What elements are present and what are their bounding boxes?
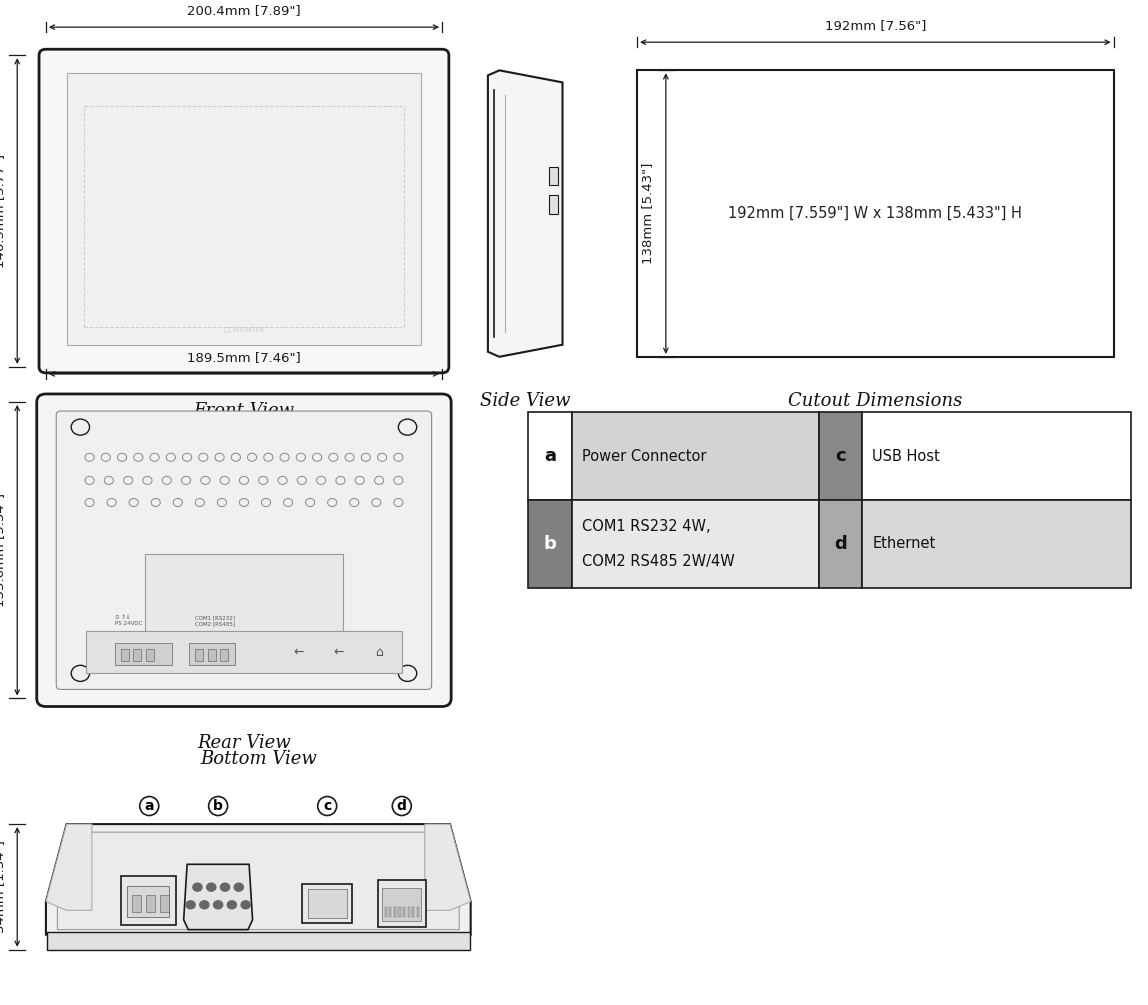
- Circle shape: [241, 900, 250, 909]
- Bar: [637, 70, 1114, 357]
- Text: d: d: [397, 799, 406, 813]
- Text: Front View: Front View: [194, 402, 294, 420]
- Polygon shape: [57, 832, 459, 930]
- Bar: [378, 880, 426, 927]
- Text: Bottom View: Bottom View: [200, 750, 317, 768]
- Bar: [146, 649, 154, 661]
- Bar: [67, 73, 421, 345]
- Text: 192mm [7.56"]: 192mm [7.56"]: [824, 19, 926, 32]
- Bar: [195, 649, 203, 661]
- Bar: [86, 631, 402, 673]
- Text: a: a: [145, 799, 154, 813]
- Text: ⌂: ⌂: [375, 646, 382, 658]
- Text: ←: ←: [333, 646, 344, 658]
- Text: Rear View: Rear View: [197, 734, 290, 752]
- Bar: [189, 643, 235, 665]
- Bar: [132, 895, 141, 912]
- Text: a: a: [544, 447, 556, 465]
- Text: ⊙ ⇑⇓
PS 24VDC: ⊙ ⇑⇓ PS 24VDC: [115, 615, 142, 626]
- Text: Ethernet: Ethernet: [872, 537, 936, 552]
- Text: 200.4mm [7.89"]: 200.4mm [7.89"]: [187, 4, 301, 17]
- Polygon shape: [184, 864, 253, 930]
- Text: □ WEINTEK: □ WEINTEK: [224, 326, 264, 332]
- Bar: [160, 895, 169, 912]
- Polygon shape: [488, 70, 563, 357]
- Circle shape: [200, 900, 209, 909]
- Bar: [549, 195, 558, 213]
- FancyBboxPatch shape: [39, 49, 449, 373]
- Bar: [208, 649, 216, 661]
- Text: USB Host: USB Host: [872, 448, 940, 463]
- FancyBboxPatch shape: [37, 394, 451, 707]
- Bar: [819, 499, 862, 588]
- Text: 189.5mm [7.46"]: 189.5mm [7.46"]: [187, 351, 301, 364]
- Text: COM2 RS485 2W/4W: COM2 RS485 2W/4W: [582, 554, 735, 569]
- Text: d: d: [833, 535, 847, 553]
- Text: COM1 RS232 4W,: COM1 RS232 4W,: [582, 519, 711, 534]
- Bar: [302, 884, 352, 923]
- Text: Power Connector: Power Connector: [582, 448, 706, 463]
- Bar: [145, 554, 343, 643]
- Text: 135.6mm [5.34"]: 135.6mm [5.34"]: [0, 493, 6, 607]
- Bar: [412, 907, 414, 917]
- Text: Side View: Side View: [480, 392, 571, 410]
- Bar: [862, 412, 1131, 500]
- Bar: [121, 876, 176, 925]
- Circle shape: [207, 883, 216, 891]
- Bar: [389, 907, 391, 917]
- Text: b: b: [543, 535, 557, 553]
- Bar: [382, 888, 421, 921]
- Bar: [572, 499, 819, 588]
- Circle shape: [227, 900, 236, 909]
- FancyBboxPatch shape: [56, 411, 432, 689]
- Bar: [115, 643, 172, 665]
- Text: c: c: [835, 447, 846, 465]
- Bar: [385, 907, 387, 917]
- Text: Cutout Dimensions: Cutout Dimensions: [789, 392, 962, 410]
- Bar: [819, 412, 862, 500]
- Bar: [121, 649, 129, 661]
- Bar: [862, 499, 1131, 588]
- Text: b: b: [214, 799, 223, 813]
- Polygon shape: [425, 824, 471, 911]
- Text: c: c: [323, 799, 332, 813]
- Bar: [403, 907, 405, 917]
- Circle shape: [193, 883, 202, 891]
- Bar: [398, 907, 401, 917]
- Bar: [133, 649, 141, 661]
- Bar: [408, 907, 410, 917]
- Circle shape: [186, 900, 195, 909]
- Text: COM1 [RS232]
COM2 [RS485]: COM1 [RS232] COM2 [RS485]: [195, 615, 235, 626]
- Polygon shape: [46, 824, 471, 935]
- Bar: [127, 886, 169, 917]
- Bar: [417, 907, 419, 917]
- Circle shape: [234, 883, 243, 891]
- Text: ←: ←: [293, 646, 304, 658]
- Text: 138mm [5.43"]: 138mm [5.43"]: [642, 163, 654, 264]
- Bar: [146, 895, 155, 912]
- Circle shape: [220, 883, 230, 891]
- Bar: [220, 649, 228, 661]
- Text: 146.5mm [5.77"]: 146.5mm [5.77"]: [0, 154, 6, 268]
- Bar: [549, 167, 558, 185]
- Polygon shape: [46, 824, 92, 911]
- Circle shape: [214, 900, 223, 909]
- Text: 192mm [7.559"] W x 138mm [5.433"] H: 192mm [7.559"] W x 138mm [5.433"] H: [729, 206, 1022, 221]
- Bar: [528, 412, 572, 500]
- Bar: [394, 907, 396, 917]
- Bar: [47, 932, 470, 950]
- Text: 34mm [1.34"]: 34mm [1.34"]: [0, 840, 6, 934]
- Bar: [308, 889, 347, 918]
- Bar: [528, 499, 572, 588]
- Bar: [572, 412, 819, 500]
